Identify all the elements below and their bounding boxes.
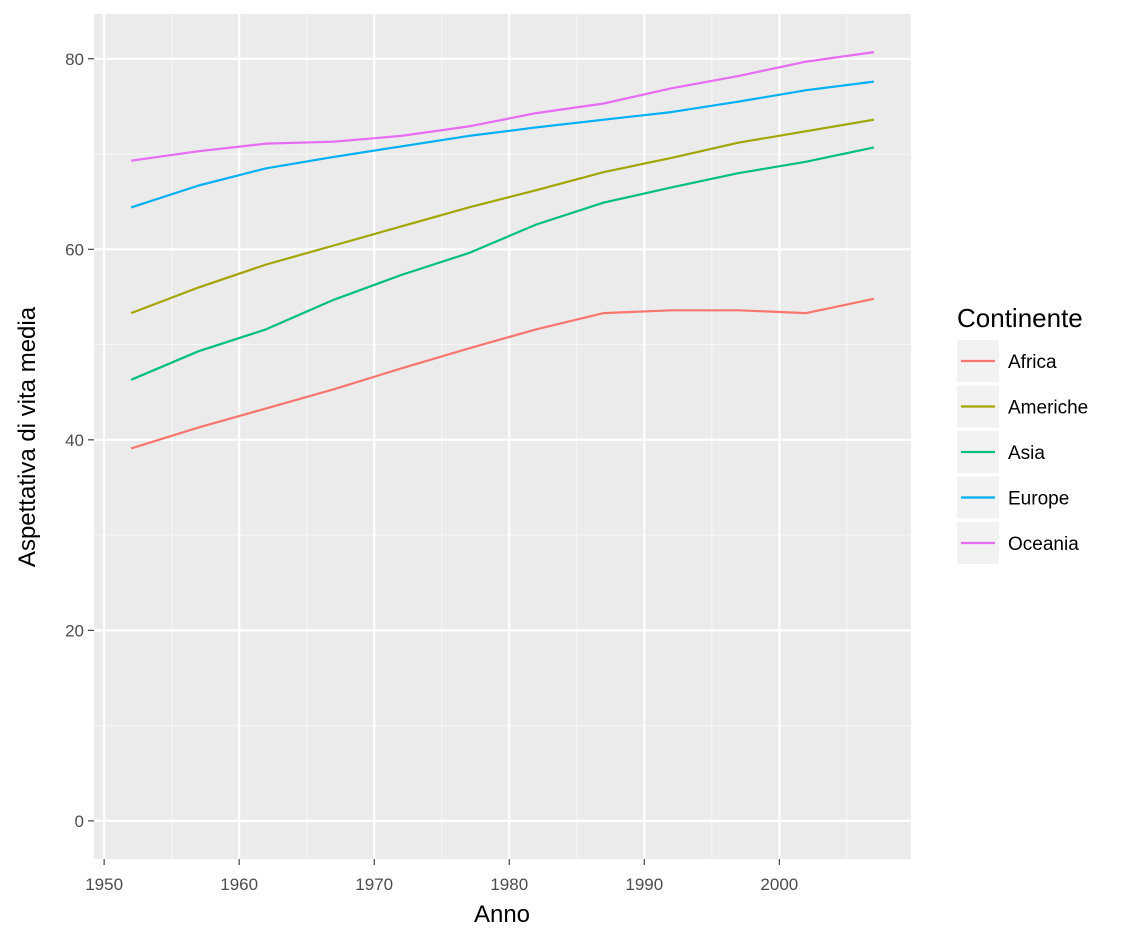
x-tick-label: 1970 [355,875,393,894]
legend-items: Africa Americhe Asia Europe Oceania [957,340,1088,564]
series-line-asia [130,146,875,381]
panel-background [94,14,911,859]
legend-title: Continente [957,303,1083,333]
minor-gridlines [94,14,911,859]
y-axis: 0 20 40 60 80 [65,50,94,831]
x-tick-label: 1950 [85,875,123,894]
legend: Continente Africa Americhe Asia Europe Ocean… [957,303,1088,564]
y-tick-label: 40 [65,431,84,450]
x-tick-label: 1980 [490,875,528,894]
legend-label-americhe: Americhe [1008,398,1088,419]
x-axis-title: Anno [474,901,530,928]
legend-label-oceania: Oceania [1008,534,1079,555]
legend-label-asia: Asia [1008,443,1045,464]
y-tick-label: 20 [65,621,84,640]
y-tick-label: 80 [65,50,84,69]
y-tick-label: 0 [75,812,84,831]
legend-label-europe: Europe [1008,489,1069,510]
x-tick-label: 1960 [220,875,258,894]
series-line-africa [130,297,875,450]
series-line-oceania [130,51,875,162]
legend-label-africa: Africa [1008,352,1057,373]
series-line-americhe [130,118,875,315]
major-gridlines [94,14,911,859]
x-tick-label: 1990 [625,875,663,894]
x-axis: 1950 1960 1970 1980 1990 2000 [85,859,798,894]
x-tick-label: 2000 [760,875,798,894]
series-line-europe [130,80,875,209]
y-tick-label: 60 [65,240,84,259]
series-lines [130,51,875,450]
y-axis-title: Aspettativa di vita media [14,306,41,567]
